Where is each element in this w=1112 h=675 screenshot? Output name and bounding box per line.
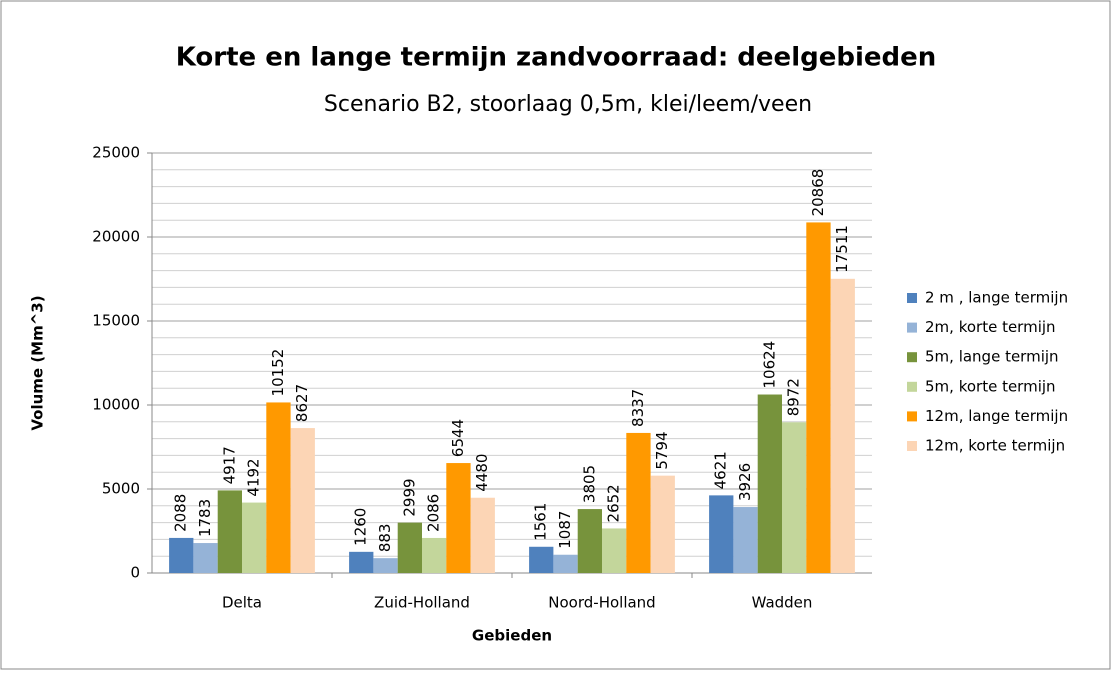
legend-label: 12m, lange termijn (925, 407, 1068, 425)
bar (602, 528, 627, 573)
y-tick-label: 20000 (92, 228, 140, 246)
bar (397, 522, 422, 573)
bar (782, 422, 807, 573)
legend-swatch (907, 293, 917, 303)
bar (290, 428, 315, 573)
bar (650, 475, 675, 573)
y-tick-label: 10000 (92, 396, 140, 414)
bar (217, 490, 242, 573)
data-label: 2088 (172, 494, 190, 532)
data-label: 5794 (653, 431, 671, 469)
bar (830, 278, 855, 573)
bar (422, 537, 447, 573)
data-label: 1260 (352, 508, 370, 546)
bar (553, 554, 578, 573)
bar (470, 497, 495, 573)
bar (577, 509, 602, 573)
legend-label: 2m, korte termijn (925, 318, 1056, 336)
x-axis-label: Gebieden (472, 627, 552, 645)
x-tick-label: Noord-Holland (548, 594, 655, 612)
y-tick-label: 15000 (92, 312, 140, 330)
data-label: 4192 (245, 458, 263, 496)
legend-swatch (907, 322, 917, 333)
bar (242, 502, 267, 573)
legend-label: 12m, korte termijn (925, 437, 1065, 455)
data-label: 4621 (712, 451, 730, 489)
y-tick-label: 0 (130, 564, 140, 582)
chart-title: Korte en lange termijn zandvoorraad: dee… (176, 43, 937, 73)
data-label: 8627 (293, 384, 311, 422)
data-label: 1783 (196, 499, 214, 537)
bar (193, 543, 218, 573)
bar (626, 432, 651, 573)
legend-swatch (907, 352, 917, 363)
data-label: 3926 (736, 463, 754, 501)
data-label: 2652 (605, 484, 623, 522)
legend-swatch (907, 381, 917, 392)
y-axis-label: Volume (Mm^3) (29, 295, 47, 430)
legend-swatch (907, 411, 917, 422)
bar (446, 463, 471, 573)
bar (529, 546, 554, 573)
data-label: 2999 (400, 478, 418, 516)
data-label: 10152 (269, 349, 287, 397)
bar (733, 507, 758, 573)
legend-label: 5m, korte termijn (925, 377, 1056, 395)
bar (349, 551, 374, 573)
y-tick-label: 25000 (92, 144, 140, 162)
legend-label: 2 m , lange termijn (925, 289, 1068, 307)
chart-subtitle: Scenario B2, stoorlaag 0,5m, klei/leem/v… (324, 92, 812, 117)
data-label: 4917 (220, 446, 238, 484)
x-tick-label: Wadden (752, 594, 813, 612)
legend-swatch (907, 441, 917, 451)
bar (169, 537, 194, 573)
data-label: 20868 (809, 169, 827, 217)
bar (709, 495, 734, 573)
legend-label: 5m, lange termijn (925, 348, 1059, 366)
data-label: 3805 (580, 465, 598, 503)
y-tick-label: 5000 (102, 480, 140, 498)
x-tick-label: Delta (222, 594, 262, 612)
bar (266, 402, 291, 573)
data-label: 4480 (473, 454, 491, 492)
data-label: 1561 (532, 503, 550, 541)
data-label: 8972 (785, 378, 803, 416)
bar (757, 394, 782, 573)
data-label: 883 (376, 524, 394, 553)
data-label: 6544 (449, 419, 467, 457)
data-label: 10624 (760, 341, 778, 389)
data-label: 2086 (425, 494, 443, 532)
bar (806, 222, 831, 573)
x-tick-label: Zuid-Holland (374, 594, 470, 612)
bar (373, 558, 398, 573)
data-label: 17511 (833, 225, 851, 273)
data-label: 1087 (556, 511, 574, 549)
data-label: 8337 (629, 389, 647, 427)
